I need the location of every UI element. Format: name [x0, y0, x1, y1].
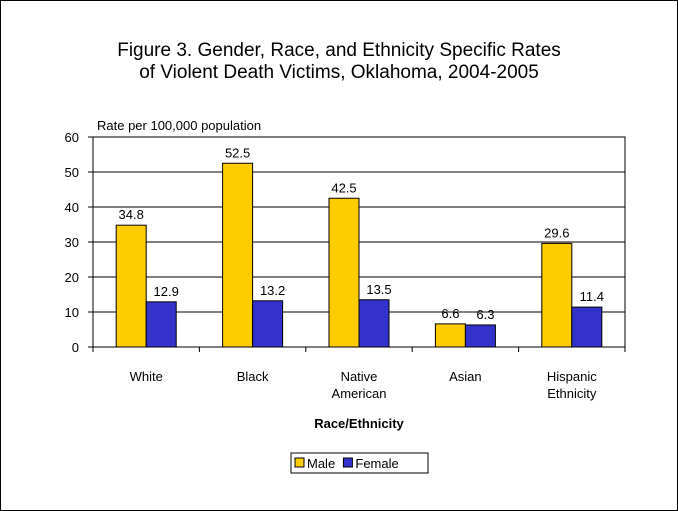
legend-swatch-male — [294, 457, 305, 468]
data-label-male-3: 6.6 — [441, 306, 459, 321]
y-tick-label: 60 — [65, 130, 79, 145]
y-tick-label: 40 — [65, 200, 79, 215]
chart-title: Figure 3. Gender, Race, and Ethnicity Sp… — [0, 40, 678, 84]
y-axis-label: Rate per 100,000 population — [97, 118, 261, 133]
y-tick-label: 20 — [65, 270, 79, 285]
bar-female-1 — [252, 300, 284, 348]
legend-label-female: Female — [355, 456, 398, 471]
y-tick-label: 30 — [65, 235, 79, 250]
data-label-female-4: 11.4 — [580, 289, 604, 304]
data-label-male-1: 52.5 — [225, 145, 250, 160]
bar-female-0 — [145, 301, 177, 348]
legend: Male Female — [290, 452, 429, 474]
x-tick-label: Ethnicity — [547, 386, 597, 401]
data-label-female-1: 13.2 — [260, 283, 285, 298]
legend-box — [290, 452, 429, 474]
y-tick-label: 50 — [65, 165, 79, 180]
x-axis-label: Race/Ethnicity — [314, 416, 404, 431]
x-tick-label: Hispanic — [547, 369, 597, 384]
x-tick-label: Asian — [449, 369, 482, 384]
y-tick-label: 10 — [65, 305, 79, 320]
data-label-male-0: 34.8 — [119, 207, 144, 222]
data-label-male-4: 29.6 — [544, 225, 569, 240]
bar-male-0 — [115, 224, 147, 348]
axes: 0 10 20 30 40 50 60 White Black Native American Asi… — [65, 130, 626, 401]
legend-swatch-female — [342, 457, 353, 468]
bar-male-4 — [541, 242, 573, 348]
bar-male-3 — [434, 323, 466, 348]
y-tick-label: 0 — [72, 340, 79, 355]
chart-title-line-1: Figure 3. Gender, Race, and Ethnicity Sp… — [117, 40, 561, 61]
data-label-female-3: 6.3 — [476, 307, 494, 322]
x-tick-label: White — [130, 369, 163, 384]
bar-female-3 — [464, 324, 496, 348]
bar-female-4 — [571, 306, 603, 348]
data-label-female-2: 13.5 — [366, 282, 391, 297]
chart-title-line-2: of Violent Death Victims, Oklahoma, 2004… — [139, 62, 539, 83]
data-label-female-0: 12.9 — [154, 284, 179, 299]
x-tick-label: American — [332, 386, 387, 401]
legend-label-male: Male — [307, 456, 335, 471]
bar-female-2 — [358, 299, 390, 348]
bar-male-2 — [328, 197, 360, 348]
bar-male-1 — [222, 162, 254, 348]
data-label-male-2: 42.5 — [331, 180, 356, 195]
x-tick-label: Black — [237, 369, 269, 384]
bars: 34.8 12.9 52.5 13.2 42.5 13.5 6.6 6.3 29.6 11.4 — [115, 145, 604, 348]
x-tick-label: Native — [341, 369, 378, 384]
